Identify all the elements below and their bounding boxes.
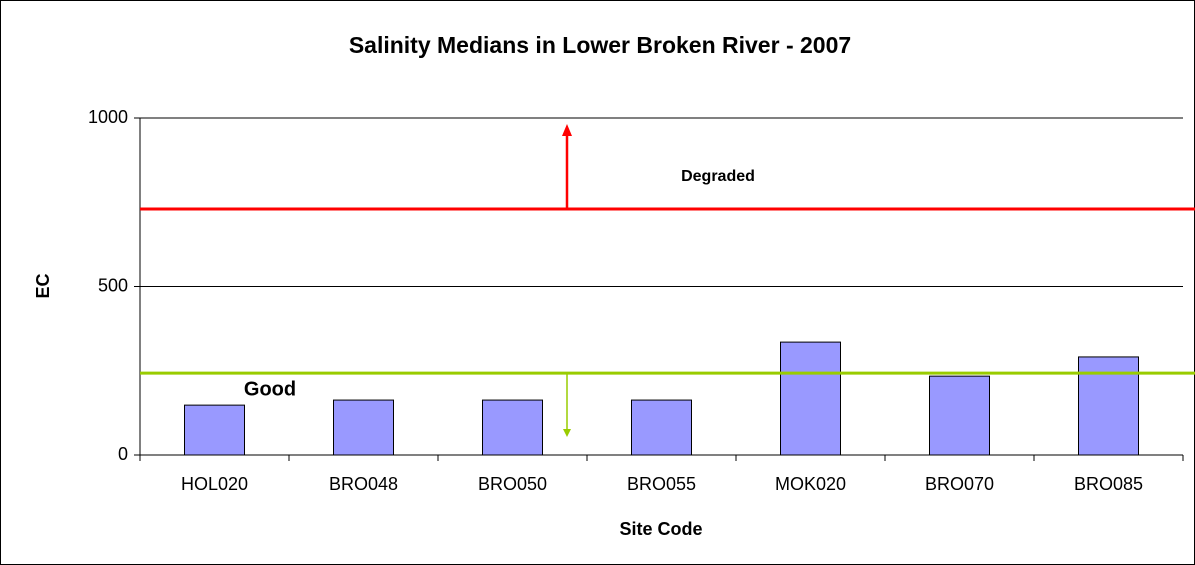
threshold-label: Degraded xyxy=(681,168,755,185)
x-tick-label: BRO085 xyxy=(1074,474,1143,494)
arrow-head xyxy=(562,124,572,136)
bar xyxy=(780,341,841,456)
bar xyxy=(482,399,543,456)
x-tick-label: BRO048 xyxy=(329,474,398,494)
x-axis-label: Site Code xyxy=(619,519,702,539)
x-tick-label: HOL020 xyxy=(181,474,248,494)
x-tick-label: BRO050 xyxy=(478,474,547,494)
arrow-head xyxy=(563,429,571,437)
x-tick-label: BRO070 xyxy=(925,474,994,494)
bar xyxy=(929,375,990,456)
y-tick-label: 500 xyxy=(98,275,128,295)
bar xyxy=(184,404,245,456)
y-tick-label: 1000 xyxy=(88,107,128,127)
threshold-label: Good xyxy=(244,378,296,400)
y-axis-label: EC xyxy=(33,273,53,298)
bar xyxy=(333,399,394,456)
bar xyxy=(631,399,692,456)
x-tick-label: BRO055 xyxy=(627,474,696,494)
y-tick-label: 0 xyxy=(118,444,128,464)
chart-title: Salinity Medians in Lower Broken River -… xyxy=(349,32,851,58)
x-tick-label: MOK020 xyxy=(775,474,846,494)
